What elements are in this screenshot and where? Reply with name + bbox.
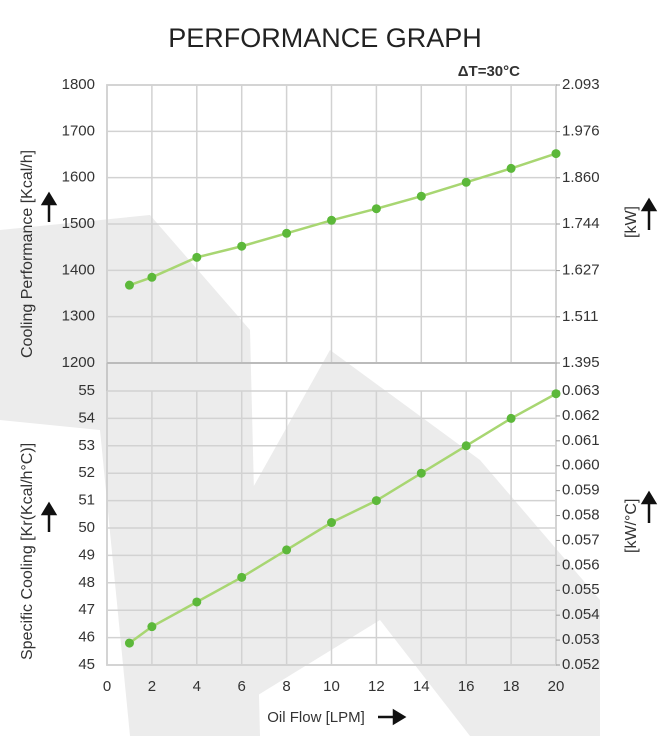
arrows: [40, 191, 658, 726]
data-point: [282, 228, 292, 238]
plots: 1200 1300 1400 1500 1600 1700 1800 1.395 1.511 1.…: [19, 76, 640, 726]
y-tick-label: 1600: [62, 169, 95, 186]
y-tick-label: 50: [78, 519, 95, 536]
y2-tick-label: 1.511: [562, 308, 598, 325]
x-tick-label: 6: [238, 678, 246, 695]
data-point: [416, 191, 426, 201]
y-tick-label: 48: [78, 574, 95, 591]
data-point: [551, 389, 561, 399]
x-tick-label: 12: [368, 678, 385, 695]
y2-tick-label: 1.744: [562, 215, 600, 232]
annotation: ΔT=30°C: [458, 63, 520, 80]
y-tick-label: 45: [78, 656, 95, 673]
y-tick-label: 1800: [62, 76, 95, 93]
y2-tick-label: 0.059: [562, 482, 600, 499]
data-point: [461, 177, 471, 187]
x-tick-label: 16: [458, 678, 475, 695]
data-point: [506, 163, 516, 173]
y2-tick-label: 1.627: [562, 262, 600, 279]
data-point: [237, 572, 247, 582]
y-tick-label: 52: [78, 464, 95, 481]
y-axis-label: Specific Cooling [Kr(Kcal/h°C)]: [19, 443, 36, 660]
data-point: [192, 597, 202, 607]
x-tick-label: 18: [503, 678, 520, 695]
y-axis-label: Cooling Performance [Kcal/h]: [19, 150, 36, 358]
y-tick-label: 54: [78, 409, 95, 426]
y2-tick-label: 0.056: [562, 556, 600, 573]
y2-tick-label: 0.057: [562, 531, 600, 548]
data-point: [461, 441, 471, 451]
data-point: [147, 622, 157, 632]
y2-axis-label: [kW]: [623, 206, 640, 238]
y2-tick-label: 0.053: [562, 631, 600, 648]
y2-tick-label: 2.093: [562, 76, 600, 93]
y-tick-label: 51: [78, 492, 95, 509]
y2-tick-label: 1.976: [562, 123, 600, 140]
y-tick-label: 1200: [62, 354, 95, 371]
data-point: [551, 149, 561, 159]
y2-tick-label: 0.060: [562, 457, 600, 474]
y-tick-label: 1400: [62, 261, 95, 278]
y-tick-label: 1700: [62, 122, 95, 139]
data-point: [124, 280, 134, 290]
x-axis-label: Oil Flow [LPM]: [267, 709, 365, 726]
y2-tick-label: 0.054: [562, 606, 600, 623]
data-point: [124, 638, 134, 648]
data-point: [506, 413, 516, 423]
y-tick-label: 1500: [62, 215, 95, 232]
y2-tick-label: 0.052: [562, 656, 600, 673]
x-tick-label: 2: [148, 678, 156, 695]
y2-tick-label: 0.062: [562, 407, 600, 424]
y2-tick-label: 0.058: [562, 507, 600, 524]
x-tick-label: 20: [548, 678, 565, 695]
x-tick-label: 14: [413, 678, 430, 695]
y-tick-label: 53: [78, 437, 95, 454]
data-point: [147, 272, 157, 282]
data-point: [416, 468, 426, 478]
data-point: [237, 241, 247, 251]
y2-tick-label: 0.061: [562, 432, 600, 449]
y2-tick-label: 0.063: [562, 382, 600, 399]
data-point: [371, 496, 381, 506]
y2-tick-label: 1.860: [562, 169, 600, 186]
page-title: PERFORMANCE GRAPH: [168, 23, 482, 53]
y-tick-label: 1300: [62, 308, 95, 325]
data-point: [282, 545, 292, 555]
x-tick-label: 10: [323, 678, 340, 695]
y2-tick-label: 0.055: [562, 581, 600, 598]
data-point: [327, 215, 336, 225]
data-point: [327, 518, 336, 528]
x-tick-label: 4: [193, 678, 201, 695]
x-tick-label: 0: [103, 678, 111, 695]
data-point: [371, 204, 381, 214]
y2-tick-label: 1.395: [562, 354, 600, 371]
data-point: [192, 252, 202, 262]
y-tick-label: 47: [78, 601, 95, 618]
y2-axis-label: [kW/°C]: [623, 499, 640, 553]
y-tick-label: 46: [78, 629, 95, 646]
y-tick-label: 49: [78, 546, 95, 563]
x-tick-label: 8: [282, 678, 290, 695]
y-tick-label: 55: [78, 382, 95, 399]
